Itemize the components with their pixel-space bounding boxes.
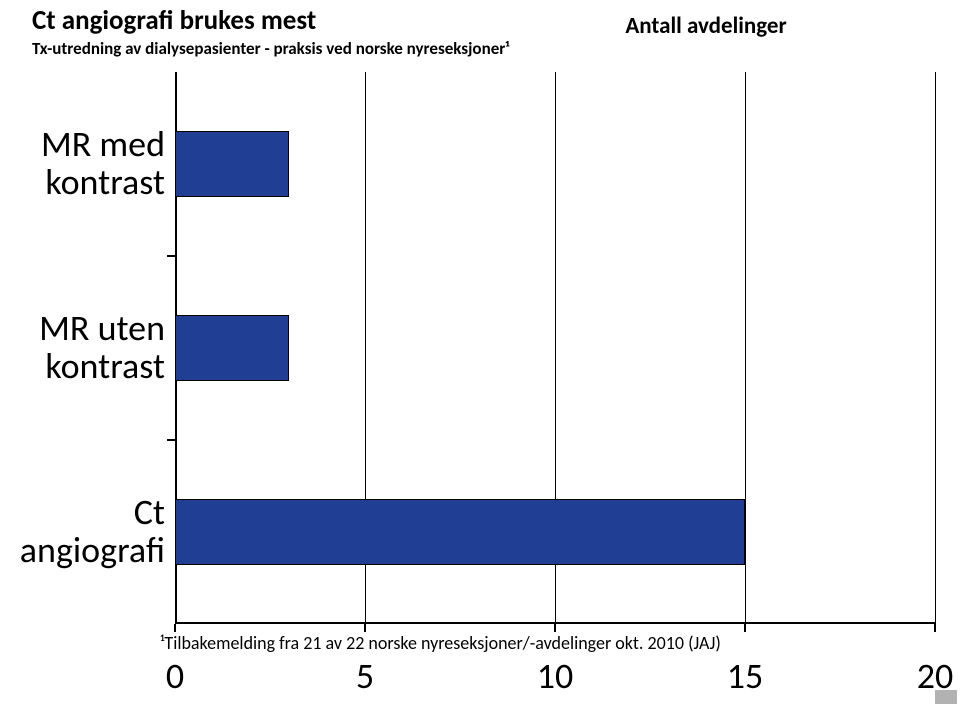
x-tick	[744, 624, 746, 632]
x-tick-label: 5	[325, 654, 405, 698]
bar	[175, 131, 289, 197]
y-tick	[167, 255, 175, 257]
chart-footnote: ¹Tilbakemelding fra 21 av 22 norske nyre…	[160, 632, 721, 654]
y-axis-label: Ctangiografi	[0, 494, 165, 570]
x-tick	[554, 624, 556, 632]
bar	[175, 315, 289, 381]
x-tick-label: 20	[895, 654, 960, 698]
chart-title: Ct angiografi brukes mest	[32, 4, 316, 37]
chart-plot-area	[175, 72, 935, 624]
x-tick	[174, 624, 176, 632]
x-tick-label: 0	[135, 654, 215, 698]
y-axis-label: MR medkontrast	[0, 126, 165, 202]
gridline	[935, 72, 936, 624]
x-tick-label: 15	[705, 654, 785, 698]
y-tick	[167, 439, 175, 441]
chart-subtitle: Tx-utredning av dialysepasienter - praks…	[32, 38, 510, 59]
x-tick-label: 10	[515, 654, 595, 698]
x-axis-title: Antall avdelinger	[576, 12, 836, 40]
x-tick	[934, 624, 936, 632]
x-tick	[364, 624, 366, 632]
bar	[175, 499, 745, 565]
y-axis-label: MR utenkontrast	[0, 310, 165, 386]
